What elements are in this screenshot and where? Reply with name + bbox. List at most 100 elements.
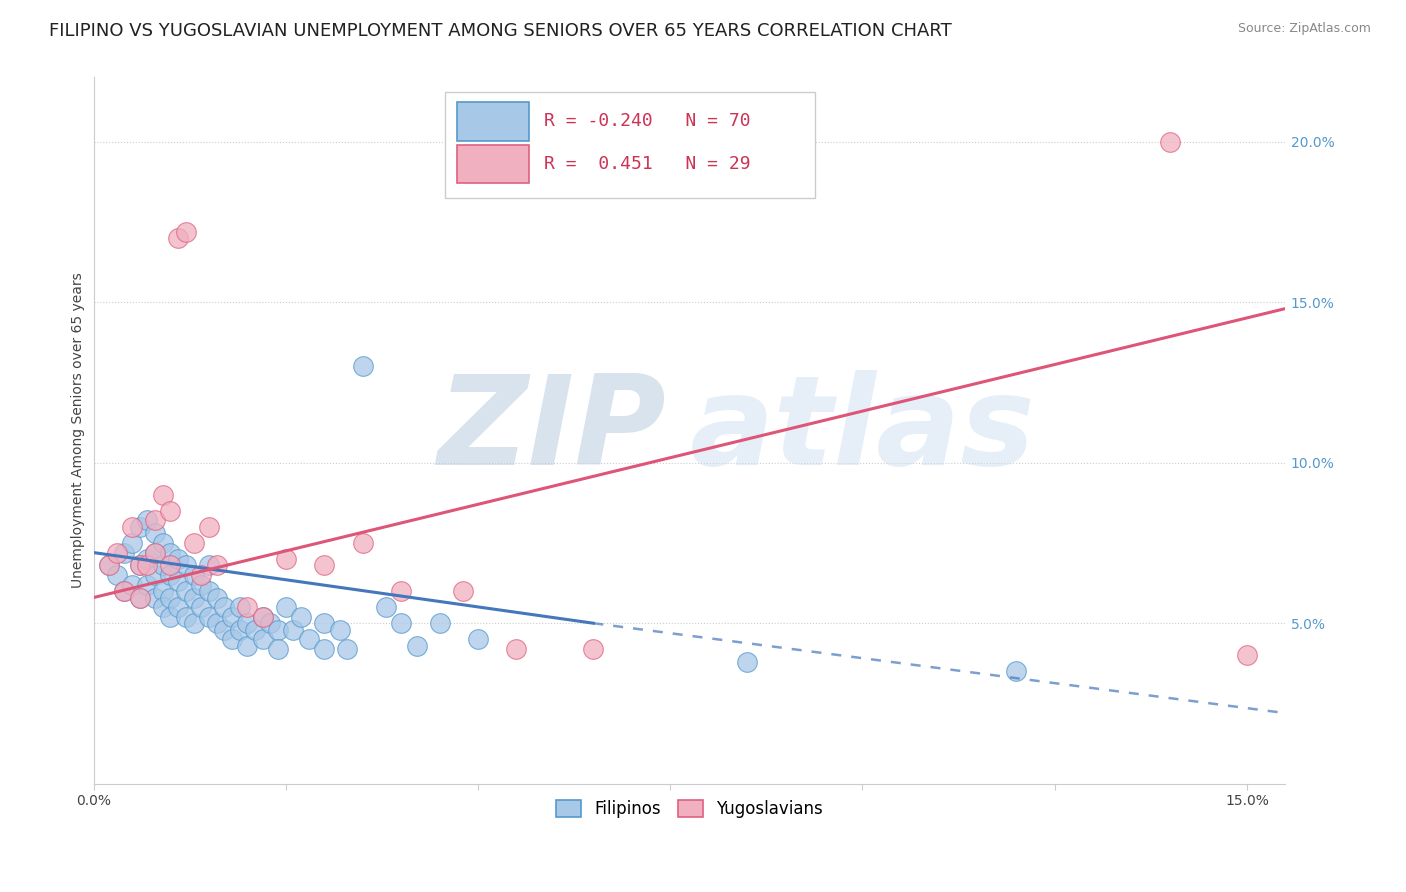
Point [352,536,374,550]
Point [267,623,290,637]
Point [1236,648,1258,663]
Point [405,639,427,653]
Point [228,623,250,637]
Point [429,616,451,631]
Point [205,558,228,573]
Point [252,632,274,647]
Legend: Filipinos, Yugoslavians: Filipinos, Yugoslavians [550,793,830,825]
Point [152,558,174,573]
Point [228,600,250,615]
Point [314,616,336,631]
Point [174,609,197,624]
Point [174,584,197,599]
Point [152,600,174,615]
Point [252,609,274,624]
Point [352,359,374,374]
FancyBboxPatch shape [457,103,529,141]
Point [159,558,181,573]
Point [97,558,120,573]
Point [143,513,166,527]
Point [267,641,290,656]
Text: FILIPINO VS YUGOSLAVIAN UNEMPLOYMENT AMONG SENIORS OVER 65 YEARS CORRELATION CHA: FILIPINO VS YUGOSLAVIAN UNEMPLOYMENT AMO… [49,22,952,40]
Point [159,591,181,605]
Point [152,488,174,502]
Point [451,584,474,599]
Point [221,632,243,647]
Point [143,545,166,559]
Text: ZIP: ZIP [437,370,665,491]
Point [121,520,143,534]
Point [128,558,150,573]
Point [190,600,212,615]
Point [252,609,274,624]
Point [112,584,135,599]
Y-axis label: Unemployment Among Seniors over 65 years: Unemployment Among Seniors over 65 years [72,273,86,589]
Point [505,641,527,656]
Point [136,513,159,527]
Point [136,558,159,573]
Point [152,584,174,599]
Point [198,558,221,573]
Point [221,609,243,624]
Point [1005,665,1028,679]
Point [259,616,281,631]
Point [198,609,221,624]
Point [274,600,297,615]
Point [735,655,758,669]
Point [274,552,297,566]
Point [214,600,236,615]
FancyBboxPatch shape [446,92,814,197]
Point [582,641,605,656]
Point [167,231,190,245]
Point [174,558,197,573]
Point [389,584,412,599]
Point [105,568,128,582]
Point [159,568,181,582]
Text: R =  0.451   N = 29: R = 0.451 N = 29 [544,154,751,173]
FancyBboxPatch shape [457,145,529,184]
Point [214,623,236,637]
Point [290,609,312,624]
Point [143,568,166,582]
Point [167,574,190,589]
Point [121,577,143,591]
Point [159,609,181,624]
Point [167,600,190,615]
Point [183,591,205,605]
Point [236,616,259,631]
Point [236,639,259,653]
Point [136,577,159,591]
Point [97,558,120,573]
Point [136,552,159,566]
Point [190,577,212,591]
Point [143,545,166,559]
Point [314,558,336,573]
Point [183,616,205,631]
Point [152,536,174,550]
Point [236,600,259,615]
Point [143,526,166,541]
Point [314,641,336,656]
Point [128,520,150,534]
Point [128,558,150,573]
Point [112,584,135,599]
Point [205,616,228,631]
Point [1159,135,1181,149]
Point [336,641,359,656]
Point [183,568,205,582]
Point [167,552,190,566]
Text: atlas: atlas [689,370,1035,491]
Point [198,520,221,534]
Point [159,545,181,559]
Point [112,545,135,559]
Point [374,600,396,615]
Point [183,536,205,550]
Point [283,623,305,637]
Point [298,632,321,647]
Point [121,536,143,550]
Point [174,225,197,239]
Point [128,591,150,605]
Point [128,591,150,605]
Point [389,616,412,631]
Point [329,623,352,637]
